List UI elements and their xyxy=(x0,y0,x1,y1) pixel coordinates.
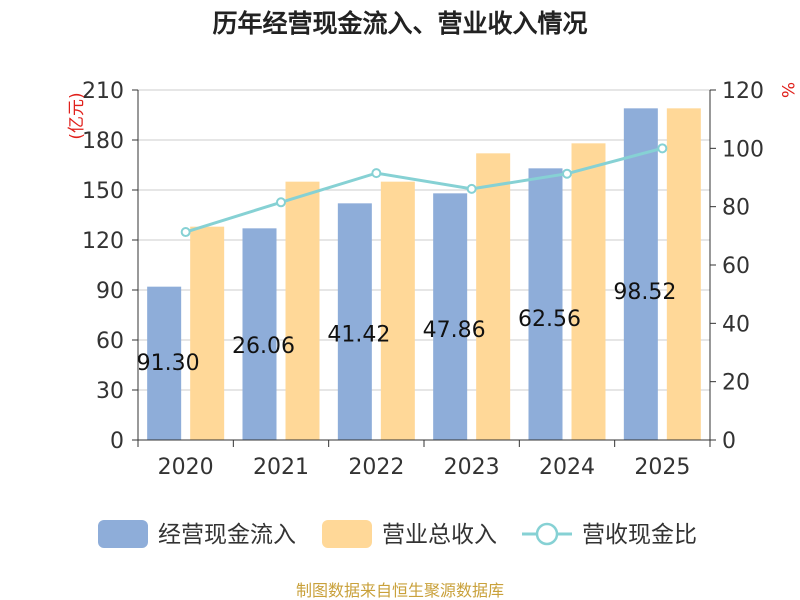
right-tick-label: 0 xyxy=(722,429,736,454)
x-tick-label: 2020 xyxy=(158,455,214,480)
right-tick-label: 20 xyxy=(722,371,750,396)
axes: 0 30 60 90 120 150 180 210 0 20 40 60 80 100 120 2020 20… xyxy=(82,79,764,480)
x-tick-label: 2023 xyxy=(444,455,500,480)
data-labels: 91.30 26.06 41.42 47.86 62.56 98.52 xyxy=(137,280,677,376)
x-tick-label: 2021 xyxy=(253,455,309,480)
revenue-bar xyxy=(285,181,320,440)
bars xyxy=(147,108,701,441)
revenue-bar xyxy=(380,181,415,440)
x-tick-label: 2024 xyxy=(539,455,595,480)
grid-lines xyxy=(138,89,710,391)
cash-inflow-bar xyxy=(147,286,182,440)
left-tick-label: 150 xyxy=(82,179,124,204)
ratio-point xyxy=(180,227,191,238)
source-note: 制图数据来自恒生聚源数据库 xyxy=(296,581,504,600)
ratio-point xyxy=(276,197,286,208)
ratio-point xyxy=(657,143,668,154)
data-label: 41.42 xyxy=(327,323,390,348)
legend-swatch-ratio-marker xyxy=(535,522,559,546)
left-tick-label: 180 xyxy=(82,129,124,154)
ratio-line-path xyxy=(185,146,663,234)
revenue-bar xyxy=(476,153,511,441)
ratio-point xyxy=(371,168,382,179)
revenue-bar xyxy=(571,143,606,441)
left-tick-label: 30 xyxy=(96,379,124,404)
data-label: 62.56 xyxy=(518,307,581,332)
data-label: 98.52 xyxy=(613,280,676,305)
ratio-point xyxy=(466,183,477,194)
left-tick-label: 120 xyxy=(82,229,124,254)
left-tick-label: 60 xyxy=(96,329,124,354)
legend-swatch-revenue xyxy=(322,520,372,548)
chart-title: 历年经营现金流入、营业收入情况 xyxy=(212,9,587,38)
right-tick-label: 80 xyxy=(722,196,750,221)
left-tick-label: 0 xyxy=(110,429,124,454)
left-axis-unit: (亿元) xyxy=(67,92,87,139)
cash-inflow-bar xyxy=(337,203,372,440)
right-axis-unit: % xyxy=(777,82,797,98)
legend-label-revenue: 营业总收入 xyxy=(382,522,497,548)
left-tick-label: 90 xyxy=(96,279,124,304)
right-tick-label: 100 xyxy=(722,137,764,162)
left-tick-label: 210 xyxy=(82,79,124,104)
right-tick-label: 120 xyxy=(722,79,764,104)
data-label: 91.30 xyxy=(137,351,200,376)
cash-inflow-bar xyxy=(433,193,468,440)
legend: 经营现金流入 营业总收入 营收现金比 xyxy=(98,520,697,548)
cash-inflow-bar xyxy=(242,228,277,440)
legend-swatch-cash-inflow xyxy=(98,520,148,548)
cash-inflow-bar xyxy=(623,108,658,440)
right-tick-label: 60 xyxy=(722,254,750,279)
revenue-bar xyxy=(190,226,225,440)
ratio-line xyxy=(180,143,668,238)
x-tick-label: 2022 xyxy=(348,455,404,480)
right-tick-label: 40 xyxy=(722,312,750,337)
revenue-bar xyxy=(666,108,701,440)
data-label: 26.06 xyxy=(232,334,295,359)
ratio-point xyxy=(562,168,572,179)
data-label: 47.86 xyxy=(423,318,486,343)
legend-label-ratio: 营收现金比 xyxy=(582,522,697,548)
cash-inflow-bar xyxy=(528,168,563,441)
x-tick-label: 2025 xyxy=(634,455,690,480)
legend-label-cash-inflow: 经营现金流入 xyxy=(158,522,296,548)
